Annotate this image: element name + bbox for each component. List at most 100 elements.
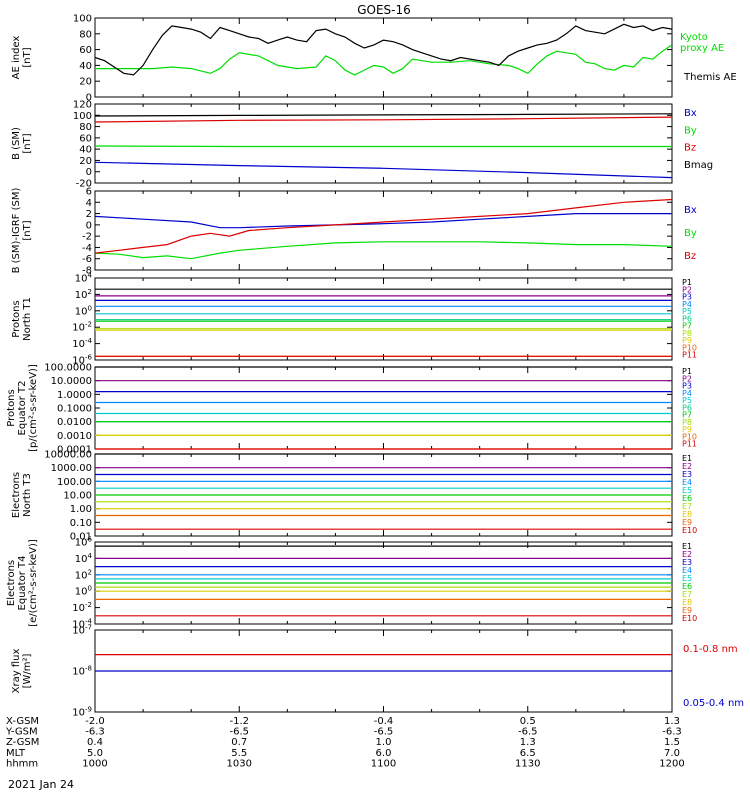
y-tick-label: -2 bbox=[82, 232, 92, 243]
legend-entry: E3 bbox=[682, 558, 692, 567]
series-bx bbox=[94, 213, 672, 229]
legend-xray: 0.1-0.8 nm 0.05-0.4 nm bbox=[683, 644, 744, 709]
y-tick-label: 10-2 bbox=[72, 321, 92, 334]
y-tick-label: 0.1000 bbox=[57, 404, 92, 415]
y-axis-label: [p/(cm²-s-sr-keV)] bbox=[28, 364, 39, 452]
legend-entry: P9 bbox=[682, 425, 692, 434]
x-row-value: 6.5 bbox=[520, 748, 536, 759]
x-row-value: 0.5 bbox=[520, 716, 536, 727]
y-tick-label: 40 bbox=[79, 61, 92, 72]
legend-bdiff: Bx By Bz bbox=[684, 205, 697, 262]
y-axis-label: AE index bbox=[11, 36, 22, 80]
panels-group: 0 20 40 60 80 100 AE index [nT]-200204060801001… bbox=[6, 14, 673, 719]
x-row-label: MLT bbox=[6, 748, 26, 759]
y-tick-label: 102 bbox=[75, 288, 92, 301]
y-tick-label: -4 bbox=[82, 243, 92, 254]
legend-entry: P1 bbox=[682, 367, 692, 376]
legend-entry: P3 bbox=[682, 382, 692, 391]
legend-entry: E4 bbox=[682, 478, 692, 487]
x-row-value: 0.4 bbox=[87, 737, 103, 748]
legend-entry: proxy AE bbox=[680, 43, 724, 54]
y-tick-label: 60 bbox=[79, 133, 92, 144]
x-row-value: -6.5 bbox=[374, 727, 394, 738]
y-tick-label: 10-4 bbox=[72, 337, 92, 350]
legend-entry: E1 bbox=[682, 454, 692, 463]
y-axis-label: [e/(cm²-s-sr-keV)] bbox=[28, 539, 39, 627]
legend-entry: P9 bbox=[682, 336, 692, 345]
y-tick-label: 10000.00 bbox=[44, 450, 92, 461]
panel-pequator: 0.0001 0.0010 0.0100 0.1000 1.0000 10.0000 100… bbox=[6, 363, 673, 456]
y-tick-label: 0.10 bbox=[70, 518, 92, 529]
y-tick-label: 104 bbox=[75, 552, 93, 565]
x-axis-rows: X-GSM -2.0 -1.2 -0.4 0.5 1.3 Y-GSM -6.3 -6.5 -6.5… bbox=[5, 716, 685, 769]
y-axis-label: [nT] bbox=[22, 133, 33, 153]
y-tick-label: -6 bbox=[82, 254, 92, 265]
y-tick-label: 60 bbox=[79, 45, 92, 56]
y-tick-label: 2 bbox=[86, 209, 92, 220]
x-row-value: 1.0 bbox=[376, 737, 392, 748]
y-tick-label: 0.0010 bbox=[57, 431, 92, 442]
legend-entry: E5 bbox=[682, 486, 692, 495]
legend-entry: Bx bbox=[684, 205, 697, 216]
y-tick-label: 100.0000 bbox=[44, 363, 92, 374]
series-kyoto-proxy-ae bbox=[95, 44, 673, 76]
date-label: 2021 Jan 24 bbox=[8, 778, 74, 791]
x-row-value: -1.2 bbox=[229, 716, 249, 727]
y-axis-label: Equator T2 bbox=[17, 381, 28, 436]
legend-entry: P5 bbox=[682, 396, 692, 405]
x-row-value: 1.3 bbox=[664, 716, 680, 727]
y-tick-label: 20 bbox=[79, 77, 92, 88]
legend-entry: E5 bbox=[682, 574, 692, 583]
legend-entry: Bx bbox=[684, 108, 697, 119]
y-tick-label: 1.00 bbox=[70, 504, 92, 515]
x-row-value: 1.3 bbox=[520, 737, 536, 748]
y-tick-label: 0 bbox=[86, 220, 92, 231]
series-by bbox=[94, 145, 672, 148]
y-tick-label: 102 bbox=[75, 568, 92, 581]
x-row-value: 5.5 bbox=[231, 748, 247, 759]
legend-entry: P6 bbox=[682, 403, 692, 412]
y-tick-label: 0.01 bbox=[70, 532, 92, 543]
legend-entry: P3 bbox=[682, 293, 692, 302]
y-tick-label: 1000.00 bbox=[51, 463, 92, 474]
y-tick-label: 100 bbox=[73, 14, 92, 25]
y-tick-label: 6 bbox=[86, 187, 92, 198]
y-tick-label: 20 bbox=[79, 156, 92, 167]
legend-entry: E7 bbox=[682, 502, 692, 511]
x-row-value: -2.0 bbox=[85, 716, 105, 727]
panel-enorth: 0.01 0.10 1.00 10.00 100.00 1000.00 10000.00 El… bbox=[11, 450, 673, 543]
chart-title: GOES-16 bbox=[357, 3, 411, 17]
y-axis-label: Protons bbox=[6, 389, 17, 426]
y-axis-label: Protons bbox=[11, 300, 22, 337]
y-axis-label: North T1 bbox=[22, 297, 33, 341]
x-row-value: 7.0 bbox=[664, 748, 680, 759]
legend-entry: P11 bbox=[682, 440, 697, 449]
y-tick-label: 80 bbox=[79, 29, 92, 40]
legend-entry: P2 bbox=[682, 374, 692, 383]
x-row-value: -6.5 bbox=[229, 727, 249, 738]
panel-frame bbox=[94, 17, 673, 98]
y-tick-label: 100 bbox=[75, 585, 92, 598]
legend-entry: E4 bbox=[682, 566, 692, 575]
legend-entry: P4 bbox=[682, 300, 692, 309]
y-tick-label: 104 bbox=[75, 272, 93, 285]
y-axis-label: B (SM)-IGRF (SM) bbox=[11, 188, 22, 274]
legend-bsm: Bx By Bz Bmag bbox=[684, 108, 713, 171]
legend-entry: P10 bbox=[682, 343, 697, 352]
x-row-value: -6.3 bbox=[662, 727, 682, 738]
legend-entry: Bz bbox=[684, 251, 696, 262]
legend-entry: P8 bbox=[682, 329, 692, 338]
legend-entry: P8 bbox=[682, 418, 692, 427]
x-row-value: -6.3 bbox=[85, 727, 105, 738]
y-tick-label: 10-8 bbox=[72, 665, 92, 678]
legend-entry: P5 bbox=[682, 307, 692, 316]
x-row-label: hhmm bbox=[6, 758, 38, 769]
x-row-value: 1000 bbox=[82, 758, 107, 769]
series-by bbox=[94, 241, 673, 260]
x-row-value: 1030 bbox=[227, 758, 252, 769]
